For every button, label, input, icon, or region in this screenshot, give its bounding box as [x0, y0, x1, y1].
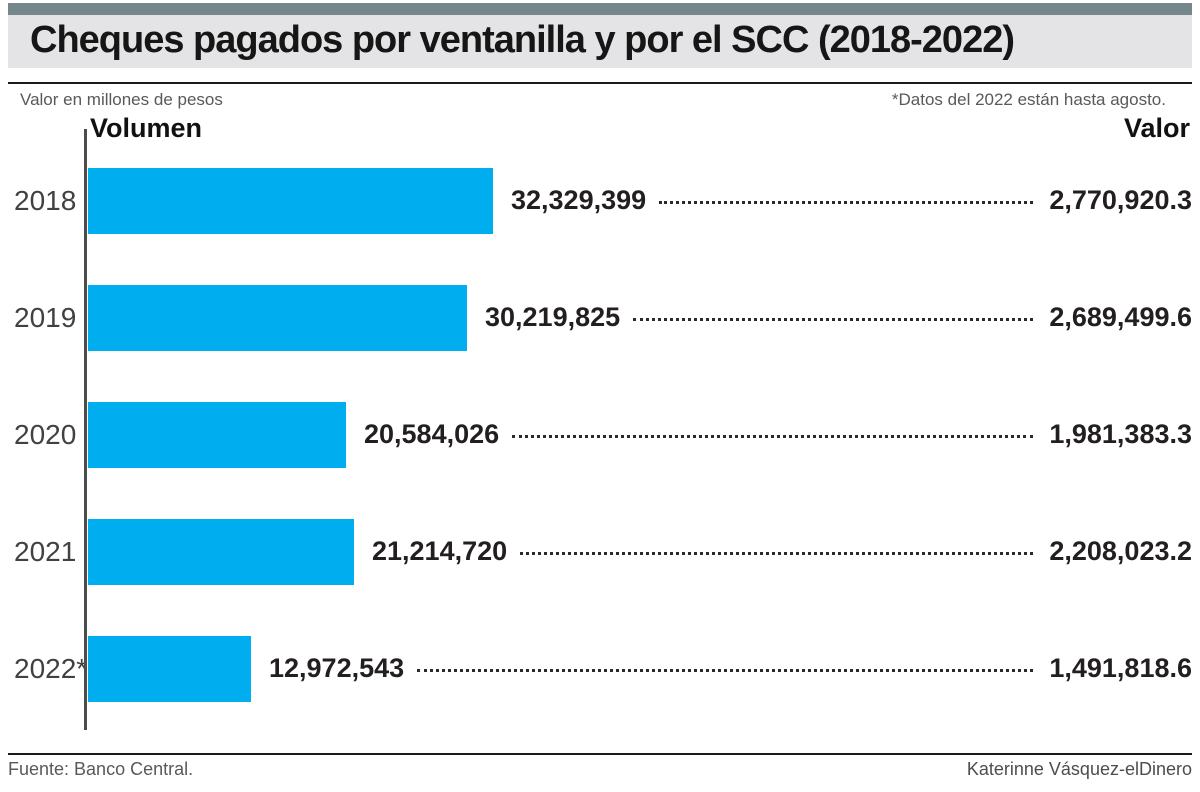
units-note: Valor en millones de pesos [20, 90, 223, 109]
top-accent-bar [8, 3, 1192, 15]
volume-value: 12,972,543 [269, 653, 405, 683]
subheader-row: Valor en millones de pesos *Datos del 20… [8, 90, 1192, 110]
volume-bar [88, 401, 346, 468]
volume-bar [88, 167, 493, 234]
year-label: 2018 [14, 184, 77, 216]
chart-row: 2019 30,219,825 2,689,499.6 [8, 259, 1192, 376]
volume-value: 30,219,825 [485, 302, 621, 332]
dotted-leader [633, 318, 1034, 321]
chart-rows: 2018 32,329,399 2,770,920.3 2019 30,219,… [8, 142, 1192, 727]
year-label: 2019 [14, 301, 77, 333]
dotted-leader [512, 435, 1034, 438]
dotted-leader [520, 552, 1034, 555]
chart-row: 2020 20,584,026 1,981,383.3 [8, 376, 1192, 493]
column-headers: Volumen Valor [8, 114, 1192, 142]
title-band: Cheques pagados por ventanilla y por el … [8, 15, 1192, 68]
volume-bar [88, 284, 467, 351]
chart-row: 2022* 12,972,543 1,491,818.6 [8, 610, 1192, 727]
value-amount: 1,981,383.3 [1049, 419, 1192, 449]
volume-value: 32,329,399 [511, 185, 647, 215]
value-amount: 2,770,920.3 [1049, 185, 1192, 215]
volume-value: 20,584,026 [364, 419, 500, 449]
bar-chart: 2018 32,329,399 2,770,920.3 2019 30,219,… [8, 129, 1192, 730]
volume-column-header: Volumen [90, 113, 203, 143]
author-credit: Katerinne Vásquez-elDinero [966, 759, 1192, 779]
footnote-2022: *Datos del 2022 están hasta agosto. [891, 90, 1166, 109]
value-amount: 2,208,023.2 [1049, 536, 1192, 566]
source-credit: Fuente: Banco Central. [8, 759, 194, 779]
volume-bar [88, 518, 354, 585]
page-title: Cheques pagados por ventanilla y por el … [30, 19, 1015, 61]
year-label: 2020 [14, 418, 77, 450]
volume-value: 21,214,720 [372, 536, 508, 566]
footer-row: Fuente: Banco Central. Katerinne Vásquez… [8, 759, 1192, 779]
chart-row: 2021 21,214,720 2,208,023.2 [8, 493, 1192, 610]
value-amount: 2,689,499.6 [1049, 302, 1192, 332]
year-label: 2021 [14, 535, 77, 567]
header-divider [8, 82, 1192, 84]
chart-row: 2018 32,329,399 2,770,920.3 [8, 142, 1192, 259]
volume-bar [88, 635, 251, 702]
dotted-leader [417, 669, 1034, 672]
value-column-header: Valor [1123, 113, 1190, 143]
dotted-leader [659, 201, 1034, 204]
year-label: 2022* [14, 652, 88, 684]
footer-divider [8, 753, 1192, 755]
value-amount: 1,491,818.6 [1049, 653, 1192, 683]
y-axis-line [84, 129, 87, 730]
